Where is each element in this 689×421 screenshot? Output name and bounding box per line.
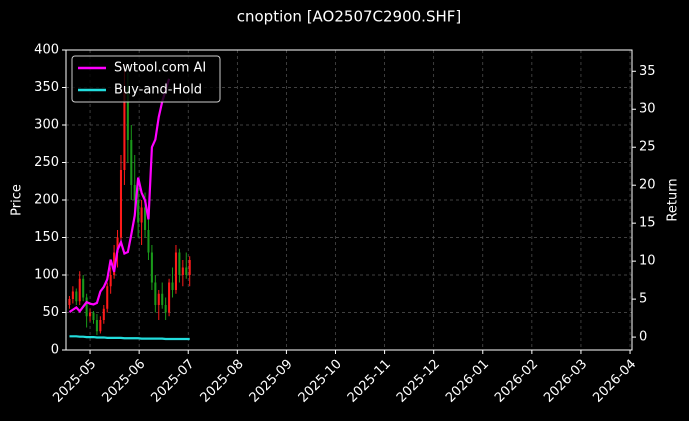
legend: Swtool.com AI Buy-and-Hold bbox=[71, 55, 221, 103]
chart-title: cnoption [AO2507C2900.SHF] bbox=[237, 8, 461, 26]
y-tick-label: 150 bbox=[34, 230, 59, 245]
candle-body bbox=[89, 312, 92, 317]
return-line bbox=[69, 335, 190, 341]
x-tick-label: 2026-03 bbox=[541, 357, 590, 406]
y-tick-label: 0 bbox=[51, 343, 59, 358]
candle-body bbox=[82, 278, 85, 298]
candle-body bbox=[185, 267, 188, 275]
y2-tick-label: 20 bbox=[639, 178, 656, 193]
candle-body bbox=[161, 293, 164, 305]
y-tick-label: 200 bbox=[34, 193, 59, 208]
x-tick-label: 2025-07 bbox=[149, 357, 198, 406]
candle-body bbox=[147, 230, 150, 253]
candle-body bbox=[171, 282, 174, 290]
candle-body bbox=[174, 252, 177, 290]
y2-tick-label: 30 bbox=[639, 102, 656, 117]
candle-body bbox=[168, 282, 171, 313]
candle-body bbox=[150, 252, 153, 283]
y-tick-label: 250 bbox=[34, 155, 59, 170]
legend-label: Buy-and-Hold bbox=[114, 83, 202, 98]
candle-body bbox=[99, 320, 102, 332]
candle-body bbox=[68, 299, 71, 305]
candle-body bbox=[157, 293, 160, 305]
candle-body bbox=[92, 312, 95, 320]
legend-box bbox=[71, 55, 221, 103]
return-line bbox=[68, 78, 171, 313]
legend-label: Swtool.com AI bbox=[114, 61, 206, 76]
x-tick-label: 2025-05 bbox=[50, 357, 99, 406]
candle-body bbox=[78, 278, 81, 302]
candle-body bbox=[154, 282, 157, 305]
candle-body bbox=[130, 140, 133, 185]
candle-body bbox=[178, 252, 181, 275]
candle-body bbox=[102, 308, 105, 320]
candle-body bbox=[188, 260, 191, 275]
y2-tick-label: 15 bbox=[639, 216, 656, 231]
y-axis-label: Price bbox=[10, 184, 25, 216]
candle-body bbox=[119, 170, 123, 238]
candle-body bbox=[181, 267, 184, 275]
x-tick-label: 2026-01 bbox=[443, 357, 492, 406]
candle-body bbox=[75, 291, 78, 302]
y2-tick-label: 35 bbox=[639, 64, 656, 79]
x-tick-label: 2025-08 bbox=[198, 357, 247, 406]
candle-body bbox=[116, 237, 119, 253]
candle-body bbox=[144, 207, 147, 230]
y-tick-label: 50 bbox=[42, 305, 59, 320]
y2-axis-label: Return bbox=[666, 178, 681, 221]
candle-body bbox=[133, 185, 136, 200]
candle-body bbox=[137, 200, 140, 223]
y-tick-label: 100 bbox=[34, 268, 59, 283]
candle-body bbox=[106, 286, 109, 309]
candle-body bbox=[95, 320, 98, 332]
candle-body bbox=[140, 207, 143, 223]
y2-tick-label: 25 bbox=[639, 140, 656, 155]
x-tick-label: 2025-11 bbox=[345, 357, 394, 406]
candle-body bbox=[85, 297, 88, 317]
candle-body bbox=[126, 87, 129, 140]
x-tick-label: 2025-10 bbox=[296, 357, 345, 406]
y2-tick-label: 10 bbox=[639, 254, 656, 269]
y2-tick-label: 0 bbox=[639, 330, 647, 345]
candle-body bbox=[164, 305, 167, 313]
x-tick-label: 2025-06 bbox=[99, 357, 148, 406]
candle-body bbox=[109, 275, 112, 287]
candle-body bbox=[113, 252, 116, 275]
y-tick-label: 400 bbox=[34, 43, 59, 58]
x-tick-label: 2026-02 bbox=[492, 357, 541, 406]
y-tick-label: 350 bbox=[34, 80, 59, 95]
candle-body bbox=[123, 87, 126, 170]
candle-body bbox=[71, 291, 74, 299]
plot-frame bbox=[65, 49, 633, 351]
y-tick-label: 300 bbox=[34, 118, 59, 133]
x-tick-label: 2025-09 bbox=[247, 357, 296, 406]
x-tick-label: 2026-04 bbox=[590, 357, 639, 406]
x-tick-label: 2025-12 bbox=[394, 357, 443, 406]
y2-tick-label: 5 bbox=[639, 292, 647, 307]
